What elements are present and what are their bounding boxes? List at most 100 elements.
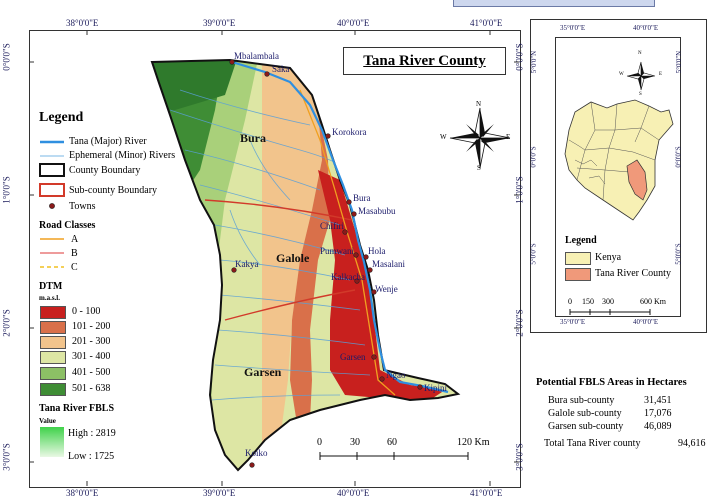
main-scale-0: 0 [317, 437, 322, 448]
legend-road-symbols [40, 238, 64, 268]
fbls-low: Low : 1725 [68, 451, 115, 462]
legend-road-c: C [71, 262, 78, 273]
town-label-kalkacha: Kalkacha [331, 272, 365, 282]
compass-w: W [440, 133, 447, 141]
legend-towns: Towns [69, 201, 96, 212]
town-label-koiko: Koiko [245, 448, 268, 458]
dtm-class-2: 101 - 200 [72, 321, 111, 332]
town-label-kipini: Kipini [424, 383, 448, 393]
north-arrow-icon [449, 107, 511, 169]
legend-symbols [39, 140, 65, 209]
town-label-ngao: Ngao [386, 370, 406, 380]
legend-road-classes: Road Classes [39, 220, 96, 231]
fbls-high: High : 2819 [68, 428, 116, 439]
compass-s: S [477, 164, 481, 172]
coord-bottom-38: 38°0'0"E [66, 488, 99, 498]
inset-coord-top-35: 35°0'0"E [560, 24, 586, 32]
main-scale-bar [319, 452, 469, 460]
legend-major-river: Tana (Major) River [69, 136, 147, 147]
coord-top-40: 40°0'0"E [337, 18, 370, 28]
town-label-garsen: Garsen [340, 352, 366, 362]
town-label-korokora: Korokora [332, 127, 367, 137]
inset-tana-swatch [565, 268, 591, 281]
legend-county-boundary: County Boundary [69, 165, 141, 176]
compass-e: E [506, 133, 511, 141]
town-label-mbalambala: Mbalambala [234, 51, 279, 61]
main-scale-120: 120 Km [457, 437, 490, 448]
inset-scale-300: 300 [602, 297, 614, 306]
coord-top-39: 39°0'0"E [203, 18, 236, 28]
inset-coord-bottom-40: 40°0'0"E [633, 318, 659, 326]
main-scale-60: 60 [387, 437, 397, 448]
fbls-gradient [40, 427, 64, 457]
dtm-swatch-6 [40, 383, 66, 396]
inset-coord-left-0: 0°0'0"S [529, 146, 538, 168]
inset-legend-kenya: Kenya [595, 252, 622, 263]
stats-title: Potential FBLS Areas in Hectares [536, 377, 687, 388]
town-label-hola: Hola [368, 246, 386, 256]
kenya-inset-map [564, 99, 674, 221]
town-label-bura: Bura [353, 193, 371, 203]
inset-coord-right-5n: 5°0'0"N [675, 50, 684, 74]
coord-bottom-39: 39°0'0"E [203, 488, 236, 498]
inset-compass-w: W [619, 72, 624, 77]
stats-row-value: 31,451 [644, 395, 672, 406]
legend-fbls-value: Value [39, 417, 56, 425]
inset-kenya-swatch [565, 252, 591, 265]
town-label-kakya: Kakya [235, 259, 259, 269]
town-label-saka: Saka [272, 64, 290, 74]
stats-row-label: Garsen sub-county [548, 421, 624, 432]
inset-compass-e: E [659, 72, 663, 77]
stats-row-label: Bura sub-county [548, 395, 615, 406]
inset-coord-top-40: 40°0'0"E [633, 24, 659, 32]
inset-coord-right-5s: 5°0'0"S [674, 243, 683, 265]
map-title-box: Tana River County [343, 47, 506, 75]
coord-top-38: 38°0'0"E [66, 18, 99, 28]
legend-subcounty-boundary: Sub-county Boundary [69, 185, 158, 196]
legend-dtm-unit: m.a.s.l. [39, 294, 60, 302]
stats-row-label: Galole sub-county [548, 408, 622, 419]
stats-row-value: 46,089 [644, 421, 672, 432]
subcounty-label-bura: Bura [240, 131, 267, 145]
inset-scale-0: 0 [568, 297, 572, 306]
legend-title: Legend [39, 110, 84, 125]
dtm-swatch-2 [40, 321, 66, 334]
stats-total-label: Total Tana River county [544, 438, 641, 449]
main-scale-30: 30 [350, 437, 360, 448]
inset-legend-title: Legend [565, 235, 597, 246]
inset-coord-left-5s: 5°0'0"S [529, 243, 538, 265]
compass-n: N [476, 100, 482, 108]
town-label-masabubu: Masabubu [358, 206, 396, 216]
dtm-swatch-3 [40, 336, 66, 349]
subcounty-label-galole: Galole [276, 251, 310, 265]
legend-minor-river: Ephemeral (Minor) Rivers [69, 150, 176, 161]
town-label-wenje: Wenje [375, 284, 398, 294]
stats-row-value: 17,076 [644, 408, 672, 419]
coord-bottom-41: 41°0'0"E [470, 488, 503, 498]
legend-road-a: A [71, 234, 79, 245]
town-label-chifiri: Chifiri [320, 221, 344, 231]
dtm-class-6: 501 - 638 [72, 383, 111, 394]
inset-compass-n: N [638, 51, 642, 56]
inset-scale-150: 150 [582, 297, 594, 306]
inset-legend-tana: Tana River County [595, 268, 671, 279]
town-label-pumwani: Pumwani [320, 246, 355, 256]
dtm-class-1: 0 - 100 [72, 306, 101, 317]
inset-coord-left-5n: 5°0'0"N [530, 50, 539, 74]
dtm-class-3: 201 - 300 [72, 336, 111, 347]
inset-north-arrow-icon [626, 61, 656, 91]
dtm-class-4: 301 - 400 [72, 351, 111, 362]
coord-bottom-40: 40°0'0"E [337, 488, 370, 498]
dtm-swatch-1 [40, 306, 66, 319]
legend-road-b: B [71, 248, 78, 259]
inset-compass-s: S [639, 92, 642, 97]
inset-coord-bottom-35: 35°0'0"E [560, 318, 586, 326]
legend-fbls-title: Tana River FBLS [39, 403, 115, 414]
coord-top-41: 41°0'0"E [470, 18, 503, 28]
subcounty-label-garsen: Garsen [244, 365, 282, 379]
dtm-class-5: 401 - 500 [72, 367, 111, 378]
inset-scale-600: 600 Km [640, 297, 666, 306]
dtm-swatch-4 [40, 351, 66, 364]
map-title: Tana River County [363, 53, 486, 69]
